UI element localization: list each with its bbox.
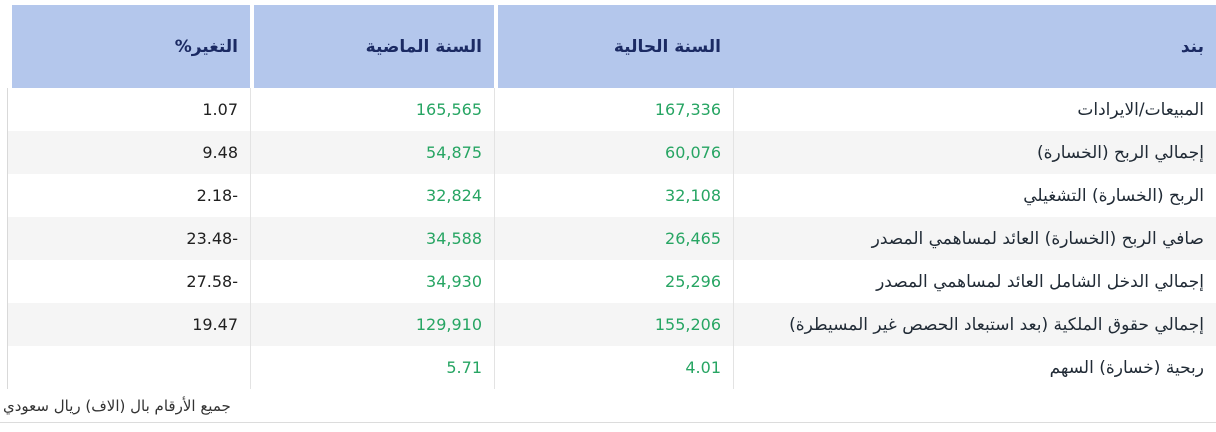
cell-current-year: 4.01 — [494, 346, 733, 389]
cell-previous-year: 34,930 — [250, 260, 494, 303]
table-row: إجمالي الربح (الخسارة) 60,076 54,875 9.4… — [8, 131, 1216, 174]
header-cell-previous-year: السنة الماضية — [250, 5, 494, 88]
units-footnote: جميع الأرقام بال (الاف) ريال سعودي — [3, 396, 231, 415]
cell-change-pct — [8, 346, 250, 389]
table-header: بند السنة الحالية السنة الماضية التغير% — [8, 5, 1216, 88]
cell-item: ربحية (خسارة) السهم — [733, 346, 1216, 389]
header-cell-item: بند — [733, 5, 1216, 88]
header-label-change-pct: التغير% — [174, 36, 238, 57]
header-label-current-year: السنة الحالية — [613, 36, 721, 57]
cell-previous-year: 165,565 — [250, 88, 494, 131]
header-label-item: بند — [1180, 36, 1204, 57]
cell-previous-year: 32,824 — [250, 174, 494, 217]
header-label-previous-year: السنة الماضية — [365, 36, 482, 57]
cell-current-year: 155,206 — [494, 303, 733, 346]
table-footer: جميع الأرقام بال (الاف) ريال سعودي — [0, 389, 1216, 423]
table-row: صافي الربح (الخسارة) العائد لمساهمي المص… — [8, 217, 1216, 260]
cell-change-pct: 27.58- — [186, 272, 238, 291]
financials-table-page: بند السنة الحالية السنة الماضية التغير% … — [0, 5, 1216, 432]
cell-current-year: 167,336 — [494, 88, 733, 131]
cell-current-year: 32,108 — [494, 174, 733, 217]
cell-item: إجمالي الدخل الشامل العائد لمساهمي المصد… — [733, 260, 1216, 303]
table-row: المبيعات/الايرادات 167,336 165,565 1.07 — [8, 88, 1216, 131]
cell-current-year: 60,076 — [494, 131, 733, 174]
cell-previous-year: 34,588 — [250, 217, 494, 260]
header-cell-change-pct: التغير% — [8, 5, 250, 88]
table-row: إجمالي حقوق الملكية (بعد استبعاد الحصص غ… — [8, 303, 1216, 346]
cell-change-pct: 9.48 — [202, 143, 238, 162]
cell-item: إجمالي حقوق الملكية (بعد استبعاد الحصص غ… — [733, 303, 1216, 346]
table-body: المبيعات/الايرادات 167,336 165,565 1.07 … — [7, 88, 1216, 389]
cell-change-pct: 1.07 — [202, 100, 238, 119]
cell-item: المبيعات/الايرادات — [733, 88, 1216, 131]
cell-previous-year: 54,875 — [250, 131, 494, 174]
cell-item: الربح (الخسارة) التشغيلي — [733, 174, 1216, 217]
cell-previous-year: 5.71 — [250, 346, 494, 389]
table-row: ربحية (خسارة) السهم 4.01 5.71 — [8, 346, 1216, 389]
cell-current-year: 25,296 — [494, 260, 733, 303]
cell-previous-year: 129,910 — [250, 303, 494, 346]
table-row: إجمالي الدخل الشامل العائد لمساهمي المصد… — [8, 260, 1216, 303]
header-cell-current-year: السنة الحالية — [494, 5, 733, 88]
cell-item: صافي الربح (الخسارة) العائد لمساهمي المص… — [733, 217, 1216, 260]
cell-current-year: 26,465 — [494, 217, 733, 260]
table-row: الربح (الخسارة) التشغيلي 32,108 32,824 2… — [8, 174, 1216, 217]
cell-item: إجمالي الربح (الخسارة) — [733, 131, 1216, 174]
cell-change-pct: 19.47 — [192, 315, 238, 334]
cell-change-pct: 2.18- — [196, 186, 238, 205]
cell-change-pct: 23.48- — [186, 229, 238, 248]
